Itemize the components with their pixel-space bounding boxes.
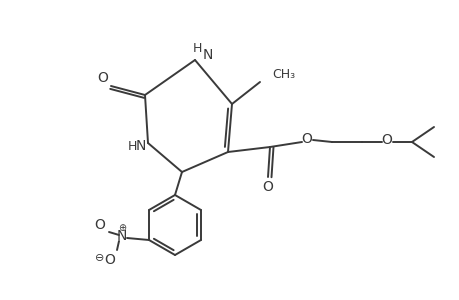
Text: CH₃: CH₃	[271, 68, 295, 80]
Text: O: O	[301, 132, 312, 146]
Text: H: H	[192, 41, 201, 55]
Text: ⊕: ⊕	[118, 223, 126, 233]
Text: N: N	[202, 48, 213, 62]
Text: O: O	[97, 71, 108, 85]
Text: O: O	[262, 180, 273, 194]
Text: N: N	[135, 139, 146, 153]
Text: N: N	[117, 229, 127, 243]
Text: H: H	[127, 140, 136, 152]
Text: O: O	[381, 133, 392, 147]
Text: ⊖: ⊖	[95, 253, 105, 263]
Text: O: O	[95, 218, 105, 232]
Text: O: O	[104, 253, 115, 267]
